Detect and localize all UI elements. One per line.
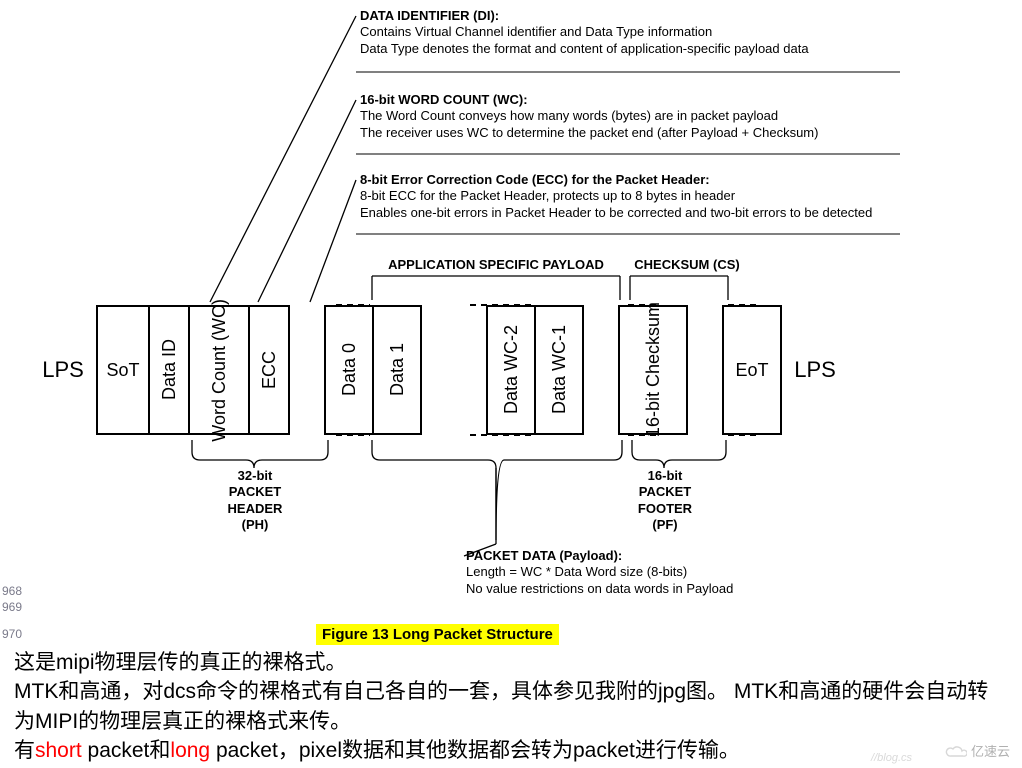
section-label-payload: APPLICATION SPECIFIC PAYLOAD (372, 257, 620, 272)
annotation-payload-line1: Length = WC * Data Word size (8-bits) (466, 564, 687, 579)
body-line3: 有short packet和long packet，pixel数据和其他数据都会… (14, 736, 1008, 765)
cell-ecc: ECC (248, 305, 290, 435)
annotation-ecc-title: 8-bit Error Correction Code (ECC) for th… (360, 172, 710, 187)
cell-eot: EoT (722, 305, 782, 435)
body-text: 这是mipi物理层传的真正的裸格式。 MTK和高通，对dcs命令的裸格式有自己各… (14, 648, 1008, 766)
annotation-payload: PACKET DATA (Payload): Length = WC * Dat… (466, 548, 733, 597)
annotation-wc-line1: The Word Count conveys how many words (b… (360, 108, 778, 123)
annotation-wc-title: 16-bit WORD COUNT (WC): (360, 92, 528, 107)
cell-data0: Data 0 (324, 305, 374, 435)
cell-data-wc2: Data WC-2 (486, 305, 536, 435)
annotation-ecc-line1: 8-bit ECC for the Packet Header, protect… (360, 188, 735, 203)
annotation-payload-title: PACKET DATA (Payload): (466, 548, 622, 563)
logo-text: 亿速云 (971, 741, 1010, 760)
cell-data-wc1: Data WC-1 (534, 305, 584, 435)
figure-caption: Figure 13 Long Packet Structure (316, 624, 559, 645)
annotation-di-line1: Contains Virtual Channel identifier and … (360, 24, 712, 39)
line-number-968: 968 (2, 584, 22, 600)
bracket-header: 32-bit PACKET HEADER (PH) (190, 468, 320, 533)
line-number-969: 969 (2, 600, 22, 616)
annotation-payload-line2: No value restrictions on data words in P… (466, 581, 733, 596)
annotation-di-title: DATA IDENTIFIER (DI): (360, 8, 499, 23)
cell-data1: Data 1 (372, 305, 422, 435)
body-line2: MTK和高通，对dcs命令的裸格式有自己各自的一套，具体参见我附的jpg图。 M… (14, 677, 1008, 736)
annotation-wc-line2: The receiver uses WC to determine the pa… (360, 125, 818, 140)
cell-lps1: LPS (28, 305, 98, 435)
cell-sot: SoT (96, 305, 150, 435)
section-label-checksum: CHECKSUM (CS) (622, 257, 752, 272)
annotation-wc: 16-bit WORD COUNT (WC): The Word Count c… (360, 92, 818, 141)
cell-word-count: Word Count (WC) (188, 305, 250, 435)
annotation-ecc: 8-bit Error Correction Code (ECC) for th… (360, 172, 872, 221)
annotation-di-line2: Data Type denotes the format and content… (360, 41, 809, 56)
line-number-970: 970 (2, 627, 22, 643)
logo: 亿速云 (945, 741, 1010, 760)
cell-data-id: Data ID (148, 305, 190, 435)
body-line1: 这是mipi物理层传的真正的裸格式。 (14, 648, 1008, 677)
cell-lps2: LPS (780, 305, 850, 435)
annotation-ecc-line2: Enables one-bit errors in Packet Header … (360, 205, 872, 220)
annotation-di: DATA IDENTIFIER (DI): Contains Virtual C… (360, 8, 809, 57)
cloud-icon (945, 744, 967, 758)
watermark-text: //blog.cs (871, 752, 912, 764)
bracket-footer: 16-bit PACKET FOOTER (PF) (600, 468, 730, 533)
cell-checksum: 16-bit Checksum (618, 305, 688, 435)
packet-row: LPS SoT Data ID Word Count (WC) ECC Data… (30, 305, 850, 435)
